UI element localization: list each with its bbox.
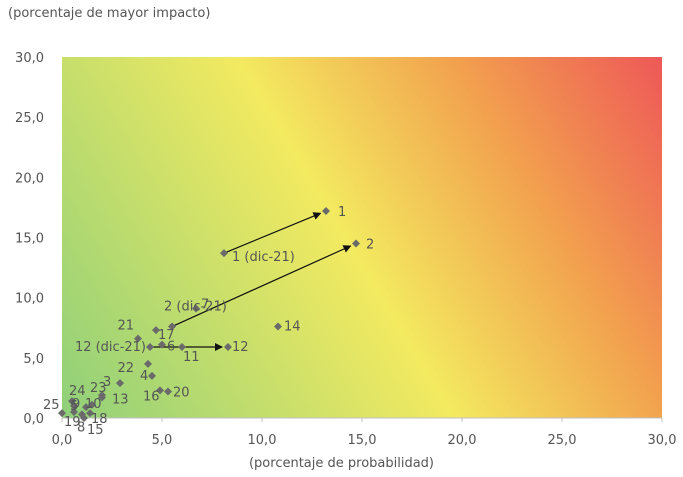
point-label: 24 (69, 384, 86, 399)
y-tick-label: 0,0 (23, 412, 44, 427)
point-label: 22 (117, 361, 134, 376)
y-axis-title: (porcentaje de mayor impacto) (8, 6, 211, 21)
point-label: 7 (201, 297, 209, 312)
data-point (178, 343, 186, 352)
data-point (156, 386, 164, 395)
data-point (88, 400, 96, 409)
data-point (80, 414, 88, 422)
point-label: 8 (77, 420, 85, 435)
data-point (158, 340, 166, 349)
shift-arrow (223, 212, 322, 254)
data-point (134, 334, 142, 343)
point-label: 23 (90, 381, 107, 396)
data-point (70, 407, 78, 416)
data-point (86, 409, 94, 418)
point-label: 20 (173, 386, 190, 401)
point-label: 21 (117, 319, 134, 334)
y-tick-label: 25,0 (15, 111, 44, 126)
data-point (220, 249, 228, 258)
data-point (168, 322, 176, 331)
point-label: 16 (143, 389, 160, 404)
x-tick-label: 0,0 (52, 433, 73, 448)
data-point (82, 403, 90, 412)
y-tick-label: 30,0 (15, 51, 44, 66)
point-label: 2 (dic-21) (164, 300, 227, 315)
point-label: 12 (232, 340, 249, 355)
data-point (224, 343, 232, 352)
x-tick-label: 15,0 (348, 433, 377, 448)
x-tick-label: 20,0 (448, 433, 477, 448)
point-label: 11 (183, 350, 200, 365)
point-label: 5 (70, 399, 78, 414)
x-tick-label: 25,0 (548, 433, 577, 448)
x-tick-label: 10,0 (248, 433, 277, 448)
data-point (164, 387, 172, 396)
point-label: 9 (72, 397, 80, 412)
point-label: 15 (87, 423, 104, 438)
point-label: 1 (dic-21) (232, 250, 295, 265)
data-point (144, 359, 152, 368)
data-point (274, 322, 282, 331)
point-label: 12 (dic-21) (75, 340, 146, 355)
data-point (98, 393, 106, 402)
point-label: 17 (158, 328, 175, 343)
plot-background (62, 57, 662, 418)
data-point (58, 409, 66, 418)
data-point (70, 401, 78, 410)
point-label: 3 (103, 375, 111, 390)
y-tick-label: 5,0 (23, 352, 44, 367)
point-label: 6 (167, 340, 175, 355)
point-label: 13 (112, 393, 129, 408)
data-point (146, 343, 154, 352)
point-label: 4 (140, 369, 148, 384)
data-point (116, 379, 124, 388)
y-tick-label: 15,0 (15, 232, 44, 247)
data-point (148, 371, 156, 380)
x-tick-label: 30,0 (648, 433, 677, 448)
x-tick-label: 5,0 (152, 433, 173, 448)
data-point (352, 239, 360, 248)
data-point (192, 304, 200, 313)
point-label: 10 (85, 397, 102, 412)
point-label: 14 (284, 320, 301, 335)
point-label: 2 (366, 238, 374, 253)
shift-arrow (171, 245, 352, 328)
point-label: 19 (64, 415, 81, 430)
data-point (322, 207, 330, 216)
y-tick-label: 10,0 (15, 292, 44, 307)
x-axis-title: (porcentaje de probabilidad) (248, 456, 435, 471)
point-label: 1 (338, 205, 346, 220)
data-point (152, 326, 160, 335)
point-label: 18 (91, 412, 108, 427)
y-tick-label: 20,0 (15, 171, 44, 186)
point-label: 25 (43, 398, 60, 413)
